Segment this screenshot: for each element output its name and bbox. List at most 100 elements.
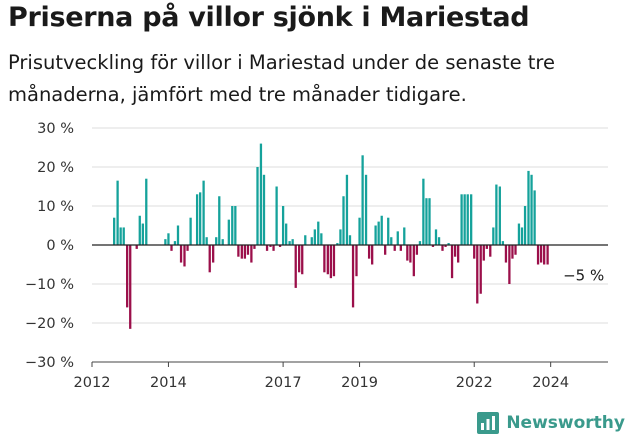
bar bbox=[409, 245, 412, 263]
brand-name: Newsworthy bbox=[506, 413, 625, 433]
bar bbox=[390, 237, 393, 245]
bar bbox=[253, 245, 256, 249]
newsworthy-icon bbox=[477, 412, 500, 434]
bar bbox=[272, 245, 275, 251]
bar bbox=[326, 245, 329, 275]
bar bbox=[221, 239, 224, 245]
bar bbox=[113, 217, 116, 245]
bar bbox=[256, 167, 259, 245]
bar bbox=[167, 233, 170, 245]
bar bbox=[377, 221, 380, 245]
bar bbox=[145, 178, 148, 245]
bar bbox=[119, 227, 122, 245]
bar bbox=[498, 186, 501, 245]
bar bbox=[520, 227, 524, 245]
x-tick-label: 2014 bbox=[150, 375, 187, 391]
bar bbox=[415, 245, 419, 255]
bar bbox=[237, 245, 240, 257]
bar bbox=[164, 239, 167, 245]
bar bbox=[508, 245, 511, 284]
bar bbox=[138, 215, 141, 245]
bar bbox=[231, 206, 234, 245]
bar bbox=[447, 243, 450, 245]
bar bbox=[332, 245, 336, 277]
bar bbox=[186, 245, 189, 251]
y-tick-label: 30 % bbox=[37, 121, 74, 137]
bar bbox=[179, 245, 183, 263]
bar bbox=[479, 245, 482, 294]
bar bbox=[444, 245, 447, 247]
bar bbox=[485, 245, 488, 249]
bar bbox=[387, 217, 390, 245]
bar bbox=[313, 229, 316, 245]
bar bbox=[176, 225, 180, 245]
bar bbox=[275, 186, 278, 245]
x-tick-label: 2022 bbox=[456, 375, 493, 391]
gridlines bbox=[92, 127, 608, 324]
bar bbox=[374, 225, 377, 245]
y-tick-label: 20 % bbox=[37, 160, 74, 176]
latest-value-label: −5 % bbox=[563, 267, 604, 285]
bar bbox=[418, 241, 422, 245]
bar bbox=[431, 245, 435, 247]
bar bbox=[342, 196, 345, 245]
bar bbox=[281, 206, 285, 245]
bar bbox=[450, 245, 454, 279]
y-tick-label: −10 % bbox=[25, 277, 74, 293]
x-tick-label: 2019 bbox=[341, 375, 378, 391]
bar bbox=[536, 245, 540, 265]
bar bbox=[170, 245, 173, 251]
x-tick-label: 2017 bbox=[265, 375, 302, 391]
bar bbox=[298, 245, 301, 273]
bar bbox=[463, 194, 466, 245]
bar bbox=[310, 237, 313, 245]
bar bbox=[348, 235, 352, 245]
chart-subtitle: Prisutveckling för villor i Mariestad un… bbox=[8, 51, 556, 106]
bar bbox=[527, 170, 530, 245]
bar bbox=[453, 245, 457, 257]
bar bbox=[489, 245, 492, 257]
bar bbox=[482, 245, 485, 261]
bar bbox=[243, 245, 247, 259]
bar bbox=[329, 245, 333, 279]
bar bbox=[301, 245, 304, 275]
bar bbox=[396, 231, 399, 245]
bar bbox=[530, 174, 533, 245]
bar bbox=[336, 243, 339, 245]
bar bbox=[294, 245, 297, 288]
bar bbox=[202, 180, 205, 245]
bar bbox=[323, 245, 326, 273]
bar bbox=[457, 245, 460, 263]
bar bbox=[539, 245, 543, 263]
bar bbox=[437, 237, 441, 245]
bar bbox=[240, 245, 243, 259]
bar bbox=[355, 245, 358, 277]
bar bbox=[495, 184, 498, 245]
bar bbox=[428, 198, 431, 245]
bar bbox=[135, 245, 138, 249]
bar bbox=[215, 237, 218, 245]
bar bbox=[406, 245, 409, 261]
bar bbox=[262, 174, 266, 245]
bar bbox=[425, 198, 428, 245]
bar bbox=[403, 227, 406, 245]
bar bbox=[250, 245, 253, 263]
bar bbox=[116, 180, 119, 245]
bar bbox=[422, 178, 425, 245]
bar bbox=[511, 245, 514, 259]
bar bbox=[205, 237, 208, 245]
axes: 30 % 20 % 10 % 0 % −10 % −20 % −30 %2012 2014 20… bbox=[25, 121, 608, 391]
bar bbox=[533, 190, 536, 245]
bar bbox=[227, 219, 230, 245]
bar bbox=[546, 245, 549, 265]
bar bbox=[523, 206, 527, 245]
bar bbox=[288, 241, 291, 245]
bar bbox=[129, 245, 132, 329]
bar bbox=[364, 174, 368, 245]
bar bbox=[514, 245, 517, 255]
bar bbox=[501, 241, 505, 245]
bar bbox=[361, 155, 364, 245]
bar bbox=[371, 245, 374, 265]
bar bbox=[441, 245, 444, 251]
